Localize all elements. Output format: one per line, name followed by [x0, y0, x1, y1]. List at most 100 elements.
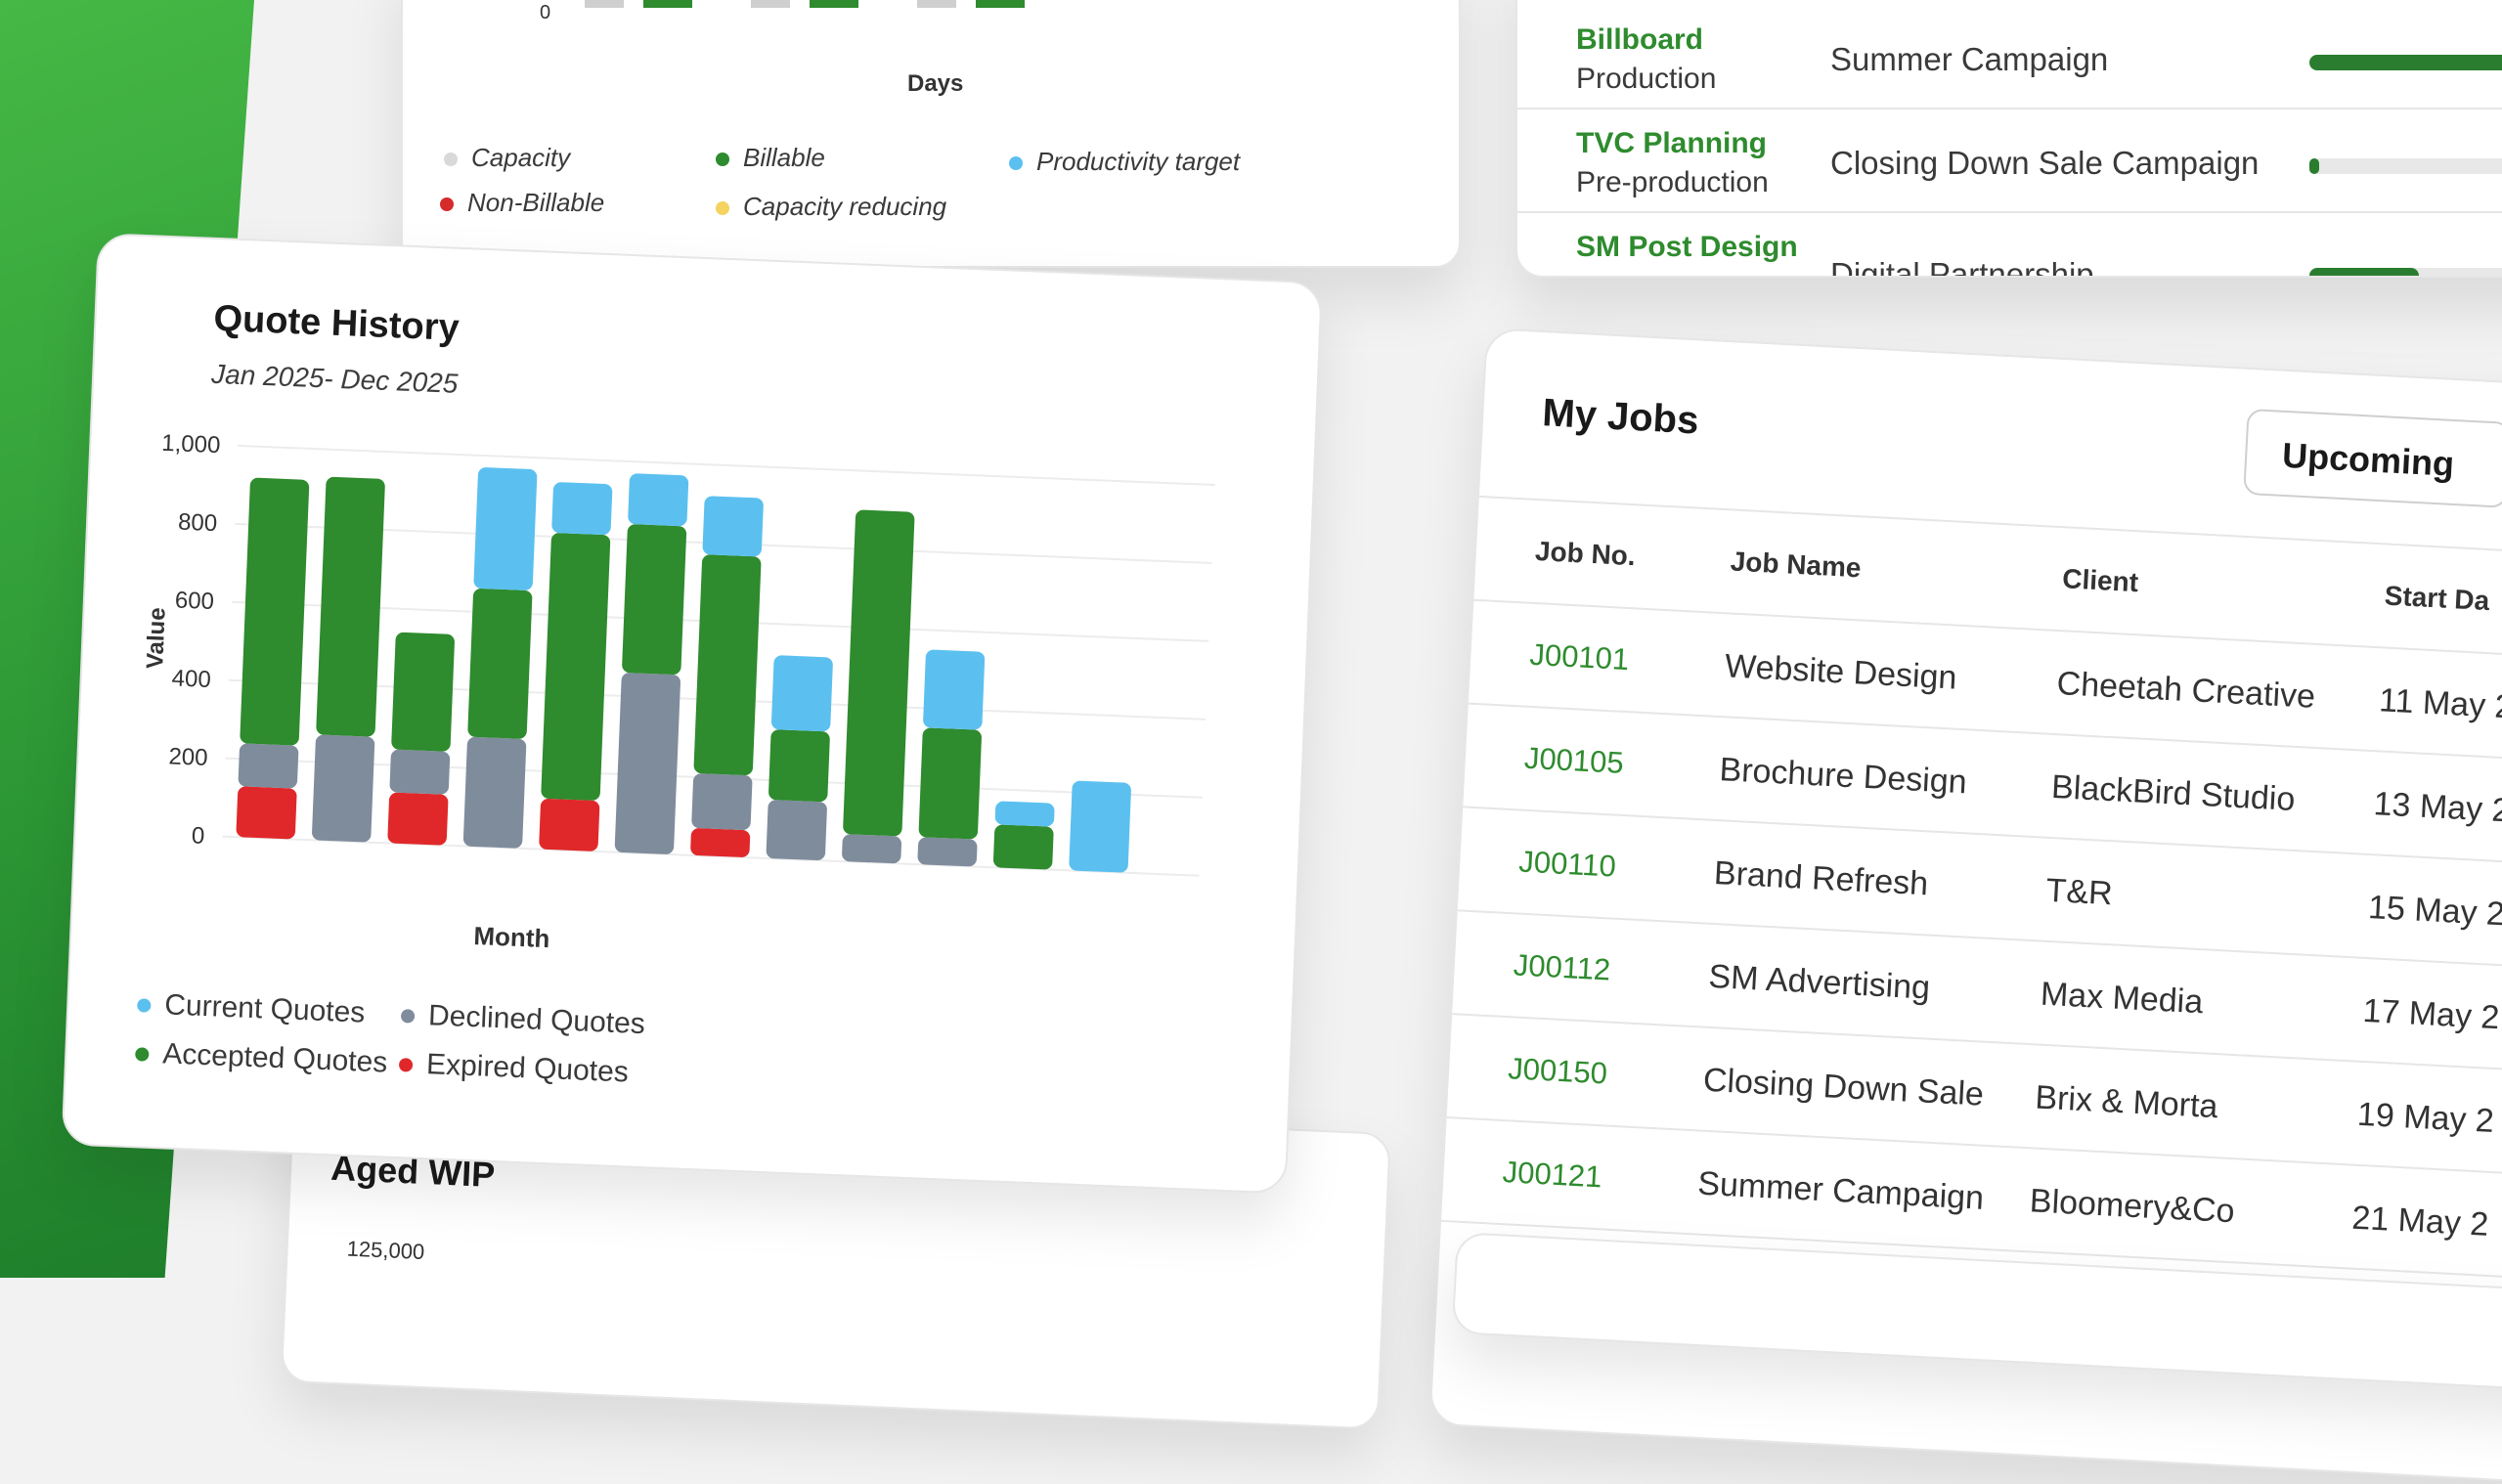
- bar-segment: [541, 533, 611, 801]
- bar-segment: [389, 749, 451, 795]
- table-row[interactable]: TVC Planning Pre-production Closing Down…: [1517, 109, 2502, 213]
- campaign-name: Digital Partnership: [1830, 256, 2094, 278]
- job-number[interactable]: J00112: [1513, 947, 1612, 987]
- legend-capacity-reducing: Capacity reducing: [716, 192, 946, 222]
- campaign-progress-card: Billboard Production Summer Campaign TVC…: [1515, 0, 2502, 278]
- legend-dot: [444, 153, 458, 167]
- bar-segment: [236, 786, 297, 840]
- job-number[interactable]: J00110: [1517, 844, 1617, 884]
- job-number[interactable]: J00105: [1523, 740, 1625, 780]
- bar-segment: [994, 801, 1055, 827]
- legend-label: Capacity: [471, 143, 571, 172]
- legend-capacity: Capacity: [444, 143, 570, 173]
- quote-history-chart: 0 200 400 600 800 1,000 Value Month: [142, 430, 1215, 953]
- job-name: Summer Campaign: [1696, 1164, 1985, 1217]
- bar-segment: [467, 589, 533, 739]
- y-tick-label: 600: [174, 587, 214, 615]
- campaign-stage: Production: [1576, 63, 1717, 95]
- y-tick-label: 0: [191, 822, 204, 850]
- bar-segment: [316, 476, 385, 737]
- progress-fill: [2309, 55, 2502, 70]
- bar-segment: [387, 792, 449, 846]
- x-axis-label: Month: [473, 921, 550, 953]
- legend-non-billable: Non-Billable: [440, 188, 604, 218]
- campaign-name: Summer Campaign: [1830, 41, 2109, 77]
- start-date: 11 May 2: [2378, 681, 2502, 726]
- jobs-table-body: J00101 Website Design Cheetah Creative 11 M…: [1441, 329, 2502, 1284]
- campaign-name: Closing Down Sale Campaign: [1830, 145, 2260, 181]
- campaign-code[interactable]: TVC Planning: [1576, 127, 1767, 159]
- job-number[interactable]: J00121: [1501, 1155, 1603, 1195]
- job-number[interactable]: J00101: [1528, 636, 1631, 677]
- legend-dot: [400, 1009, 416, 1024]
- progress-bar: [2309, 158, 2502, 174]
- upcoming-filter-button[interactable]: Upcoming: [2243, 408, 2502, 508]
- capacity-card: 0 Days Capacity Billable Productivity ta…: [401, 0, 1461, 268]
- bar-segment: [1069, 780, 1131, 873]
- job-number[interactable]: J00150: [1507, 1051, 1608, 1091]
- job-name: Brand Refresh: [1713, 853, 1930, 903]
- start-date: 15 May 2: [2367, 889, 2502, 934]
- job-name: Website Design: [1724, 647, 1958, 697]
- column-header[interactable]: Job Name: [1730, 546, 1863, 584]
- bar-segment: [693, 554, 762, 776]
- job-name: Brochure Design: [1718, 751, 1968, 802]
- bar-segment: [238, 743, 299, 789]
- legend-billable: Billable: [716, 143, 825, 173]
- start-date: 21 May 2: [2350, 1199, 2490, 1244]
- y-tick: 125,000: [346, 1236, 425, 1265]
- column-header[interactable]: Client: [2061, 563, 2139, 598]
- bar-segment: [473, 467, 538, 590]
- legend-current-quotes: Current Quotes: [137, 987, 366, 1029]
- legend-dot: [1009, 156, 1023, 171]
- column-header[interactable]: Start Da: [2384, 580, 2490, 617]
- bar-segment: [551, 482, 613, 535]
- bar-segment: [614, 673, 680, 854]
- y-tick-zero: 0: [540, 2, 551, 23]
- gridline: [238, 444, 1215, 487]
- job-name: Closing Down Sale: [1702, 1061, 1985, 1113]
- bar-segment: [391, 632, 455, 752]
- capacity-x-label: Days: [907, 70, 964, 97]
- client-name: BlackBird Studio: [2050, 767, 2297, 818]
- y-tick-label: 400: [171, 665, 211, 693]
- legend-accepted-quotes: Accepted Quotes: [135, 1036, 388, 1079]
- campaign-code[interactable]: Billboard: [1576, 23, 1704, 56]
- start-date: 13 May 2: [2372, 785, 2502, 830]
- legend-productivity-target: Productivity target: [1009, 147, 1240, 177]
- bar-segment: [690, 828, 751, 857]
- table-row[interactable]: SM Post Design Digital Partnership: [1517, 213, 2502, 278]
- legend-dot: [135, 1047, 150, 1062]
- progress-fill: [2309, 158, 2319, 174]
- column-header[interactable]: Job No.: [1534, 535, 1637, 572]
- client-name: Max Media: [2040, 975, 2205, 1022]
- bar-segment: [842, 834, 902, 864]
- bar-segment: [628, 473, 689, 527]
- y-axis-label: Value: [142, 607, 170, 670]
- bar-segment: [539, 798, 600, 851]
- bar-segment: [923, 649, 986, 730]
- legend-label: Capacity reducing: [743, 192, 947, 221]
- bar-segment: [240, 477, 310, 746]
- client-name: Brix & Morta: [2034, 1078, 2219, 1126]
- legend-label: Current Quotes: [163, 988, 366, 1029]
- legend-label: Accepted Quotes: [161, 1037, 388, 1079]
- bar-segment: [702, 496, 764, 557]
- legend-dot: [398, 1058, 414, 1072]
- start-date: 19 May 2: [2356, 1095, 2495, 1141]
- bar-segment: [622, 524, 687, 675]
- bar-segment: [918, 727, 982, 840]
- bar-segment: [770, 655, 833, 732]
- campaign-stage: Pre-production: [1576, 166, 1769, 198]
- bar-segment: [768, 729, 830, 803]
- campaign-code[interactable]: SM Post Design: [1576, 231, 1798, 263]
- progress-bar: [2309, 268, 2502, 276]
- bar-segment: [462, 736, 527, 849]
- table-row[interactable]: Billboard Production Summer Campaign: [1517, 6, 2502, 109]
- legend-dot: [716, 201, 729, 216]
- client-name: T&R: [2044, 871, 2114, 913]
- client-name: Bloomery&Co: [2029, 1182, 2236, 1231]
- start-date: 17 May 2: [2361, 991, 2501, 1037]
- legend-dot: [440, 197, 454, 212]
- legend-label: Billable: [743, 143, 825, 172]
